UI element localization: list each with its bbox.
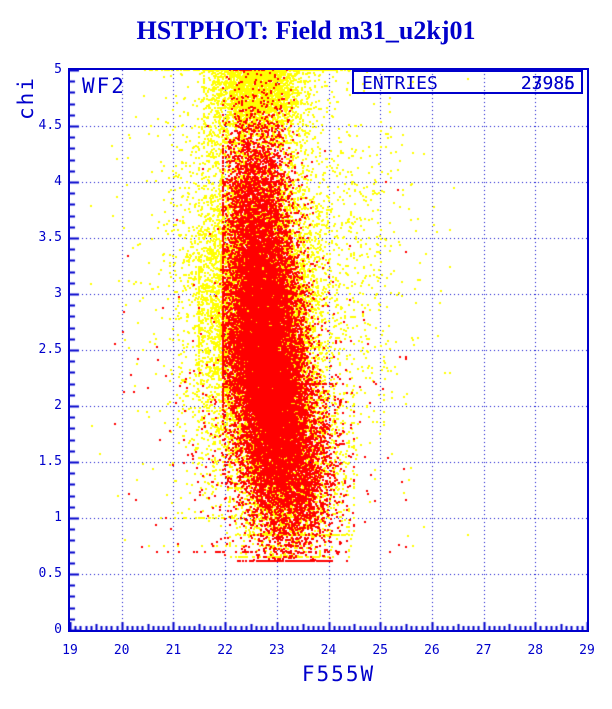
y-tick-label: 2.5 — [38, 342, 62, 357]
x-tick-label: 27 — [475, 643, 492, 658]
y-tick-label: 0 — [54, 622, 62, 637]
plot-frame — [68, 68, 589, 632]
y-tick-label: 3 — [54, 286, 62, 301]
detector-label-wf2: WF2 — [82, 74, 126, 98]
y-tick-label: 1 — [54, 510, 62, 525]
x-tick-label: 25 — [372, 643, 389, 658]
page-title: HSTPHOT: Field m31_u2kj01 — [136, 16, 476, 45]
y-tick-label: 2 — [54, 398, 62, 413]
entries-label: ENTRIES — [362, 73, 438, 94]
y-tick-label: 0.5 — [38, 566, 62, 581]
entries-value-2: 23986 — [520, 73, 575, 94]
y-tick-label: 3.5 — [38, 230, 62, 245]
x-tick-label: 26 — [424, 643, 440, 658]
scatter-canvas — [70, 70, 587, 630]
x-axis-title: F555W — [301, 662, 376, 686]
x-tick-label: 24 — [320, 643, 337, 658]
x-tick-label: 19 — [62, 643, 78, 658]
y-tick-label: 5 — [54, 62, 62, 77]
x-tick-label: 23 — [268, 643, 285, 658]
y-tick-label: 4.5 — [38, 118, 62, 133]
x-tick-label: 22 — [217, 643, 233, 658]
y-axis-title: chi — [14, 76, 38, 120]
entries-value-1: 27985 — [520, 73, 575, 94]
x-tick-label: 29 — [579, 643, 595, 658]
x-tick-label: 28 — [527, 643, 544, 658]
x-tick-label: 21 — [165, 643, 182, 658]
y-tick-label: 4 — [54, 174, 62, 189]
x-tick-label: 20 — [113, 643, 130, 658]
entries-stat-box: ENTRIES 27985 23986 — [352, 70, 583, 94]
y-tick-label: 1.5 — [38, 454, 62, 469]
